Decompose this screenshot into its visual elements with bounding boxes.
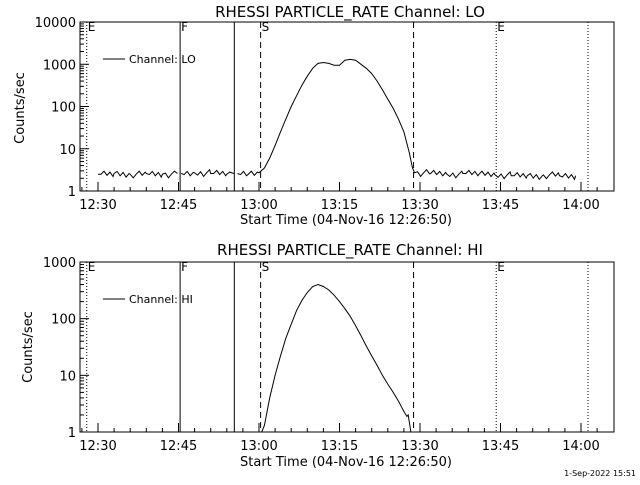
hi-marker-label: S xyxy=(262,260,270,274)
hi-y-tick-label: 1000 xyxy=(43,256,76,271)
hi-chart-title: RHESSI PARTICLE_RATE Channel: HI xyxy=(217,241,483,260)
hi-y-tick-label: 10 xyxy=(59,369,76,384)
hi-plot-frame xyxy=(79,261,615,433)
lo-marker-label: E xyxy=(88,20,96,34)
hi-y-tick-label: 1 xyxy=(68,426,76,441)
lo-panel: RHESSI PARTICLE_RATE Channel: LO 12:30 12… xyxy=(13,3,615,228)
lo-y-tick-label: 100 xyxy=(51,101,76,116)
lo-x-tick-label: 13:00 xyxy=(240,198,277,213)
lo-y-tick-label: 1 xyxy=(68,185,76,200)
lo-data-marks xyxy=(98,58,577,181)
hi-y-ticks: 1 10 100 1000 xyxy=(43,256,89,441)
lo-x-tick-label: 14:00 xyxy=(562,198,599,213)
hi-y-tick-label: 100 xyxy=(51,313,76,328)
lo-series-line xyxy=(98,170,178,179)
lo-y-ticks: 1 10 100 1000 10000 xyxy=(35,16,89,200)
hi-x-tick-label: 13:30 xyxy=(401,439,438,454)
hi-legend-label: Channel: HI xyxy=(129,293,193,306)
lo-marker-label: F xyxy=(181,20,188,34)
hi-x-ticks: 12:30 12:45 13:00 13:15 13:30 13:45 14:00 xyxy=(79,423,600,454)
hi-x-tick-label: 14:00 xyxy=(562,439,599,454)
lo-x-tick-label: 13:45 xyxy=(482,198,519,213)
hi-x-tick-label: 12:45 xyxy=(160,439,197,454)
footer-timestamp: 1-Sep-2022 15:51 xyxy=(564,469,636,478)
lo-x-ticks: 12:30 12:45 13:00 13:15 13:30 13:45 14:00 xyxy=(79,182,600,213)
hi-marker-label: F xyxy=(181,260,188,274)
hi-marker-label: E xyxy=(88,260,96,274)
hi-x-tick-label: 13:15 xyxy=(321,439,358,454)
hi-x-tick-label: 13:00 xyxy=(240,439,277,454)
lo-y-tick-label: 1000 xyxy=(43,58,76,73)
lo-series-line xyxy=(237,58,577,181)
lo-x-axis-label: Start Time (04-Nov-16 12:26:50) xyxy=(240,213,452,228)
lo-y-axis-label: Counts/sec xyxy=(13,72,28,144)
hi-marker-label: E xyxy=(497,260,505,274)
lo-y-tick-label: 10 xyxy=(59,143,76,158)
lo-x-tick-label: 12:30 xyxy=(79,198,116,213)
lo-plot-frame xyxy=(79,21,615,192)
hi-series-line xyxy=(261,283,412,433)
lo-x-tick-label: 13:30 xyxy=(401,198,438,213)
hi-data-marks xyxy=(261,283,412,433)
lo-x-tick-label: 13:15 xyxy=(321,198,358,213)
lo-series-line xyxy=(181,168,234,178)
lo-chart-title: RHESSI PARTICLE_RATE Channel: LO xyxy=(215,3,485,22)
hi-x-tick-label: 12:30 xyxy=(79,439,116,454)
lo-y-tick-label: 10000 xyxy=(35,16,76,31)
lo-legend-label: Channel: LO xyxy=(129,53,196,66)
hi-x-axis-label: Start Time (04-Nov-16 12:26:50) xyxy=(240,455,452,470)
hi-x-tick-label: 13:45 xyxy=(482,439,519,454)
lo-x-tick-label: 12:45 xyxy=(160,198,197,213)
hi-panel: RHESSI PARTICLE_RATE Channel: HI 12:30 12… xyxy=(21,241,615,470)
lo-marker-label: S xyxy=(262,20,270,34)
hi-y-axis-label: Counts/sec xyxy=(21,311,36,383)
lo-marker-label: E xyxy=(497,20,505,34)
